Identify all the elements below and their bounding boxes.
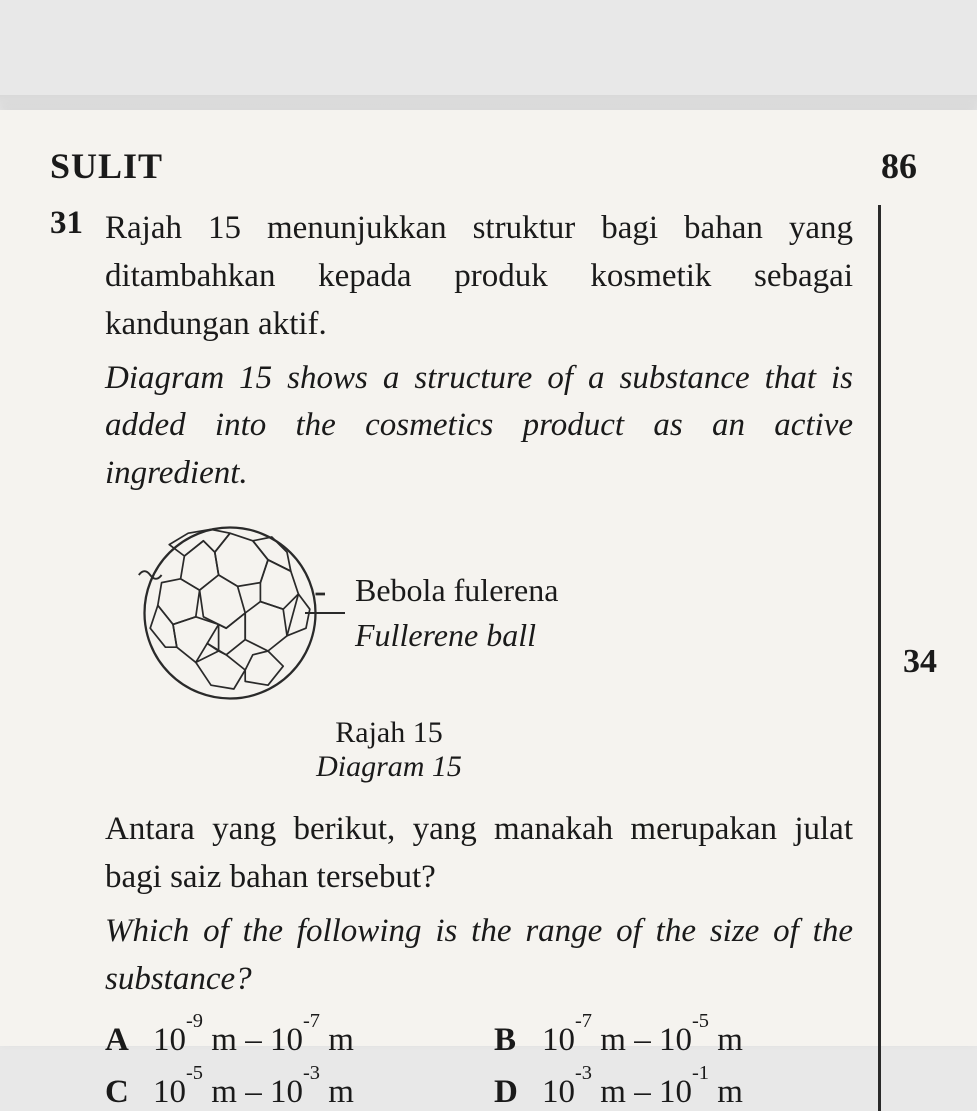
question-stem-english: Diagram 15 shows a structure of a substa… xyxy=(105,355,853,499)
option-a[interactable]: A 10-9 m – 10-7 m xyxy=(105,1021,464,1059)
option-value: 10-7 m – 10-5 m xyxy=(542,1021,743,1059)
figure-label-malay: Bebola fulerena xyxy=(355,568,558,613)
question-prompt-malay: Antara yang berikut, yang manakah merupa… xyxy=(105,806,853,902)
fullerene-diagram xyxy=(135,518,325,708)
question-stem-malay: Rajah 15 menunjukkan struktur bagi bahan… xyxy=(105,205,853,349)
option-b[interactable]: B 10-7 m – 10-5 m xyxy=(494,1021,853,1059)
option-value: 10-9 m – 10-7 m xyxy=(153,1021,354,1059)
label-leader-line xyxy=(305,609,345,617)
option-letter: D xyxy=(494,1074,542,1111)
page-number: 86 xyxy=(881,145,917,187)
option-c[interactable]: C 10-5 m – 10-3 m xyxy=(105,1073,464,1111)
classification-label: SULIT xyxy=(50,145,163,187)
question-column: 31 Rajah 15 menunjukkan struktur bagi ba… xyxy=(50,205,878,1111)
figure-label-english: Fullerene ball xyxy=(355,613,558,658)
figure-caption-malay: Rajah 15 xyxy=(0,716,853,750)
option-value: 10-5 m – 10-3 m xyxy=(153,1073,354,1111)
next-question-number: 34 xyxy=(903,643,937,681)
figure-caption-english: Diagram 15 xyxy=(0,750,853,784)
option-letter: A xyxy=(105,1022,153,1059)
option-letter: C xyxy=(105,1074,153,1111)
question-prompt-english: Which of the following is the range of t… xyxy=(105,908,853,1004)
column-divider xyxy=(878,205,881,1111)
answer-options: A 10-9 m – 10-7 m B 10-7 m – 10-5 m C 10… xyxy=(105,1021,853,1111)
question-number: 31 xyxy=(50,205,105,1111)
option-value: 10-3 m – 10-1 m xyxy=(542,1073,743,1111)
option-d[interactable]: D 10-3 m – 10-1 m xyxy=(494,1073,853,1111)
option-letter: B xyxy=(494,1022,542,1059)
